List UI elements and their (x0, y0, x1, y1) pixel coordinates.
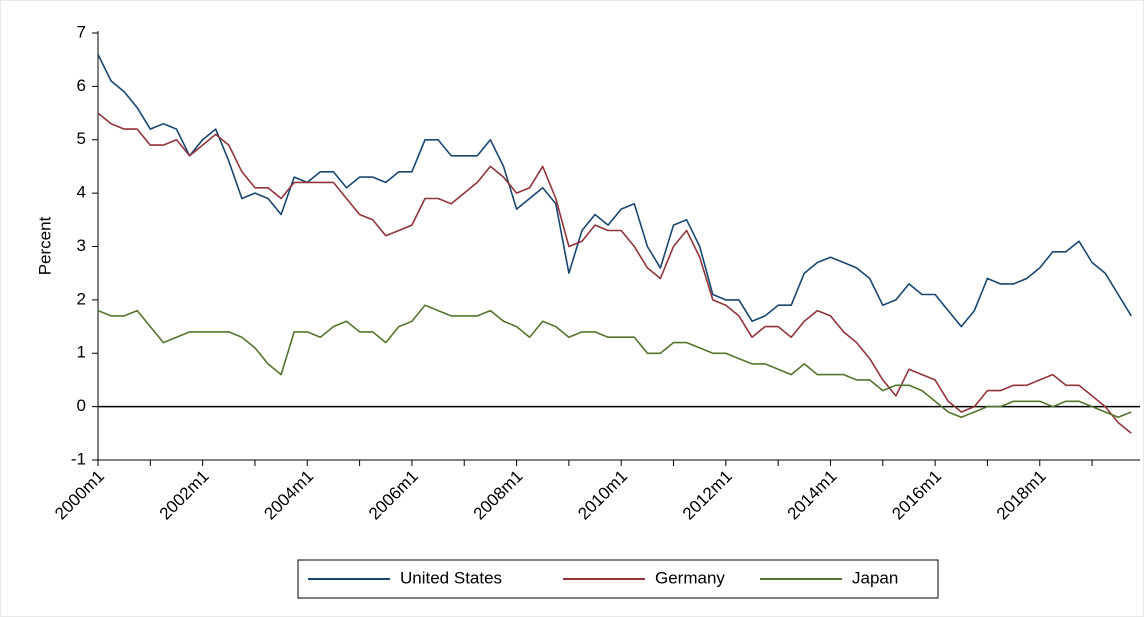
legend-label: United States (400, 568, 502, 587)
y-tick-label: 6 (77, 76, 86, 95)
y-tick-label: 1 (77, 343, 86, 362)
y-tick-label: 5 (77, 129, 86, 148)
y-axis-label: Percent (35, 216, 54, 275)
y-tick-label: 0 (77, 396, 86, 415)
y-tick-label: 2 (77, 289, 86, 308)
y-tick-label: 4 (77, 183, 86, 202)
series-line (97, 304, 1132, 419)
legend-label: Japan (852, 568, 898, 587)
y-tick-label: 3 (77, 236, 86, 255)
series-line (97, 112, 1132, 434)
y-tick-label: -1 (71, 449, 86, 468)
y-tick-label: 7 (77, 22, 86, 41)
legend-label: Germany (655, 568, 725, 587)
series-line (97, 54, 1132, 328)
